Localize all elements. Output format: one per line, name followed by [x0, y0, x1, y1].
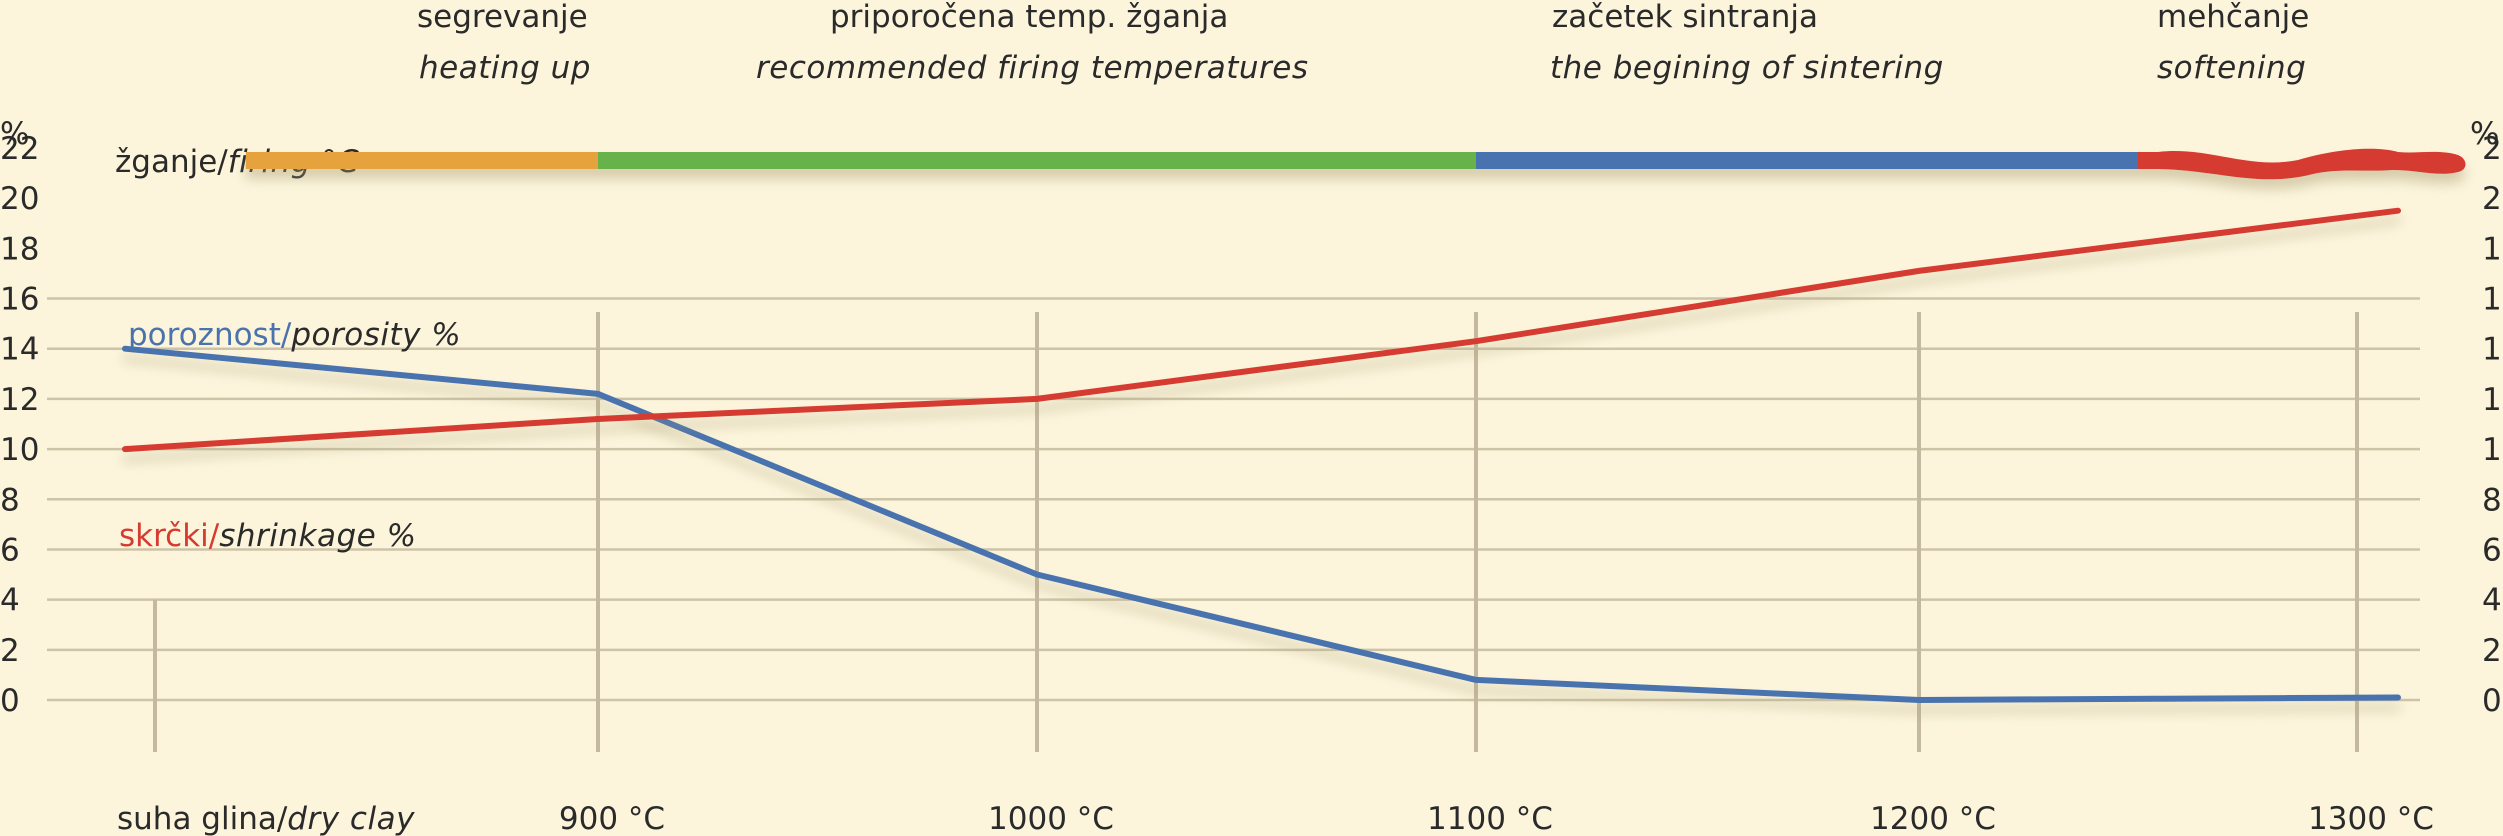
- firing-bar-segment-softening: [2138, 148, 2466, 180]
- y-tick-label-left: 10: [0, 432, 39, 468]
- y-axis-left: 0 2 4 6 8 10 12 14 16 18 20 22%: [0, 116, 39, 719]
- y-tick-label-left: 18: [0, 231, 39, 267]
- y-tick-label-left: 8: [0, 482, 20, 518]
- firing-bar: [245, 148, 2466, 180]
- x-axis: suha glina/dry clay 900 °C 1000 °C 1100 °C 1…: [117, 801, 2434, 836]
- y-tick-label-right: 12: [2482, 382, 2503, 418]
- x-tick-label: 1200 °C: [1870, 801, 1996, 836]
- y-tick-label-right: 10: [2482, 432, 2503, 468]
- y-unit-right: %: [2470, 116, 2499, 152]
- y-tick-label-right: 14: [2482, 332, 2503, 368]
- porosity-label-main: poroznost/: [128, 317, 292, 353]
- y-tick-label-left: 6: [0, 532, 20, 568]
- y-tick-label-right: 18: [2482, 231, 2503, 267]
- stage-heating-label: segrevanje: [417, 0, 588, 35]
- y-tick-label-left: 2: [0, 633, 20, 669]
- shrinkage-label-italic: shrinkage %: [219, 518, 416, 554]
- y-unit-left: %: [0, 116, 29, 152]
- porosity-series-label: poroznost/porosity %: [128, 317, 461, 353]
- stage-labels: segrevanje heating up priporočena temp. …: [417, 0, 2309, 86]
- stage-softening-label: mehčanje: [2157, 0, 2309, 35]
- x-tick-label: suha glina/dry clay: [117, 801, 415, 836]
- porosity-series-line: [122, 345, 2401, 703]
- stage-heating-label-en: heating up: [419, 50, 591, 86]
- y-tick-label-right: 0: [2482, 683, 2502, 719]
- y-tick-label-left: 0: [0, 683, 20, 719]
- stage-recommended-label: priporočena temp. žganja: [830, 0, 1228, 35]
- y-tick-label-left: 12: [0, 382, 39, 418]
- firing-bar-segment: [598, 152, 1476, 169]
- y-tick-label-left: 22: [0, 131, 39, 167]
- porosity-label-italic: porosity %: [290, 317, 461, 353]
- y-tick-label-left: 16: [0, 282, 39, 318]
- y-tick-label-left: 14: [0, 332, 39, 368]
- y-tick-label-right: 22: [2482, 131, 2503, 167]
- y-axis-right: 0 2 4 6 8 10 12 14 16 18 20 22%: [2470, 116, 2503, 719]
- x-tick-label: 1100 °C: [1427, 801, 1553, 836]
- stage-softening-label-en: softening: [2157, 50, 2306, 86]
- shrinkage-label-main: skrčki/: [119, 518, 220, 554]
- firing-bar-label-main: žganje/: [115, 144, 228, 180]
- stage-sintering-label: začetek sintranja: [1552, 0, 1818, 35]
- stage-recommended-label-en: recommended firing temperatures: [756, 50, 1308, 86]
- y-tick-label-right: 6: [2482, 532, 2502, 568]
- y-tick-label-right: 20: [2482, 181, 2503, 217]
- x-tick-label: 900 °C: [559, 801, 665, 836]
- y-tick-label-right: 4: [2482, 583, 2502, 619]
- y-tick-label-left: 20: [0, 181, 39, 217]
- y-tick-label-right: 16: [2482, 282, 2503, 318]
- shrinkage-series-line: [122, 207, 2401, 453]
- y-tick-label-left: 4: [0, 583, 20, 619]
- grid: [47, 297, 2420, 752]
- series: [122, 207, 2401, 703]
- y-tick-label-right: 8: [2482, 482, 2502, 518]
- x-tick-label: 1000 °C: [988, 801, 1114, 836]
- firing-bar-segment: [245, 152, 599, 169]
- x-tick-label: 1300 °C: [2308, 801, 2434, 836]
- firing-bar-segment: [1476, 152, 2138, 169]
- shrinkage-series-label: skrčki/shrinkage %: [119, 518, 417, 554]
- y-tick-label-right: 2: [2482, 633, 2502, 669]
- stage-sintering-label-en: the begining of sintering: [1550, 50, 1944, 86]
